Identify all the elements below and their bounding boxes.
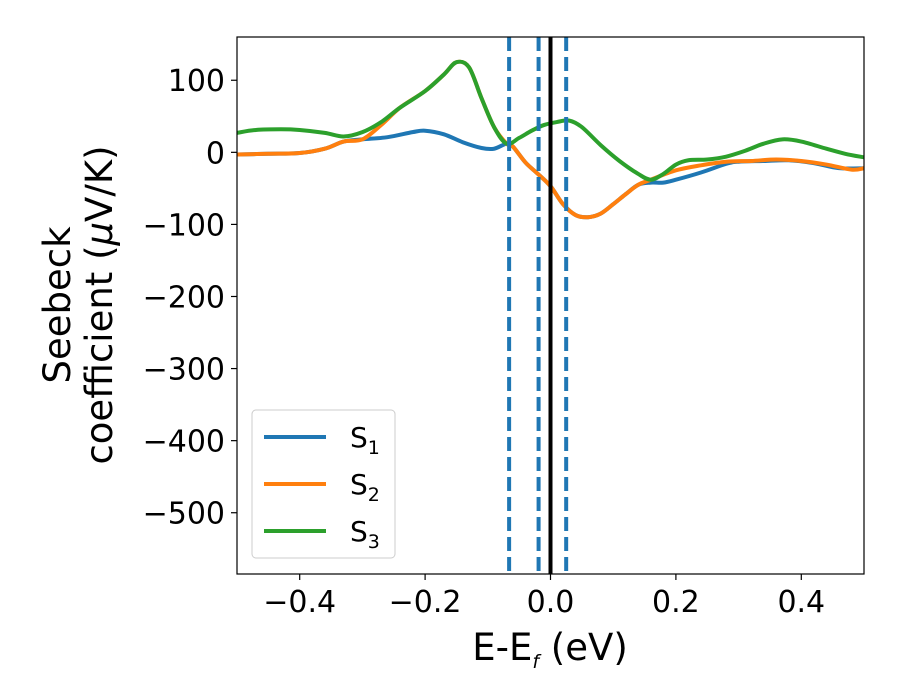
x-axis-label: E-Ef (eV) (472, 626, 628, 673)
legend-label-s3: S3 (350, 515, 380, 553)
legend: S1 S2 S3 (251, 409, 396, 559)
x-axis-ticks: −0.4 −0.2 0.0 0.2 0.4 (263, 574, 825, 620)
x-tick-label: −0.2 (389, 585, 462, 620)
legend-label-s1: S1 (350, 421, 380, 459)
x-tick-label: 0.2 (652, 585, 700, 620)
y-tick-label: −400 (143, 425, 225, 460)
x-tick-label: −0.4 (263, 585, 336, 620)
series-line-s2 (237, 59, 864, 220)
legend-label-s2: S2 (350, 468, 380, 506)
y-axis-label: Seebeck coefficient (μV/K) (36, 145, 121, 464)
y-tick-label: −200 (143, 280, 225, 315)
y-tick-label: −100 (143, 208, 225, 243)
y-axis-ticks: 100 0 −100 −200 −300 −400 −500 (143, 64, 237, 532)
y-tick-label: 0 (206, 136, 225, 171)
y-axis-label-line1: Seebeck (36, 226, 79, 384)
vline-layer (507, 37, 569, 574)
x-tick-label: 0.4 (777, 585, 825, 620)
y-tick-label: −300 (143, 353, 225, 388)
x-tick-label: 0.0 (527, 585, 575, 620)
y-tick-label: 100 (168, 64, 225, 99)
y-tick-label: −500 (143, 497, 225, 532)
y-axis-label-line2: coefficient (μV/K) (78, 145, 121, 464)
